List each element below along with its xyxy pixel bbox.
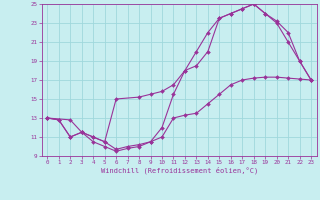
X-axis label: Windchill (Refroidissement éolien,°C): Windchill (Refroidissement éolien,°C) xyxy=(100,167,258,174)
